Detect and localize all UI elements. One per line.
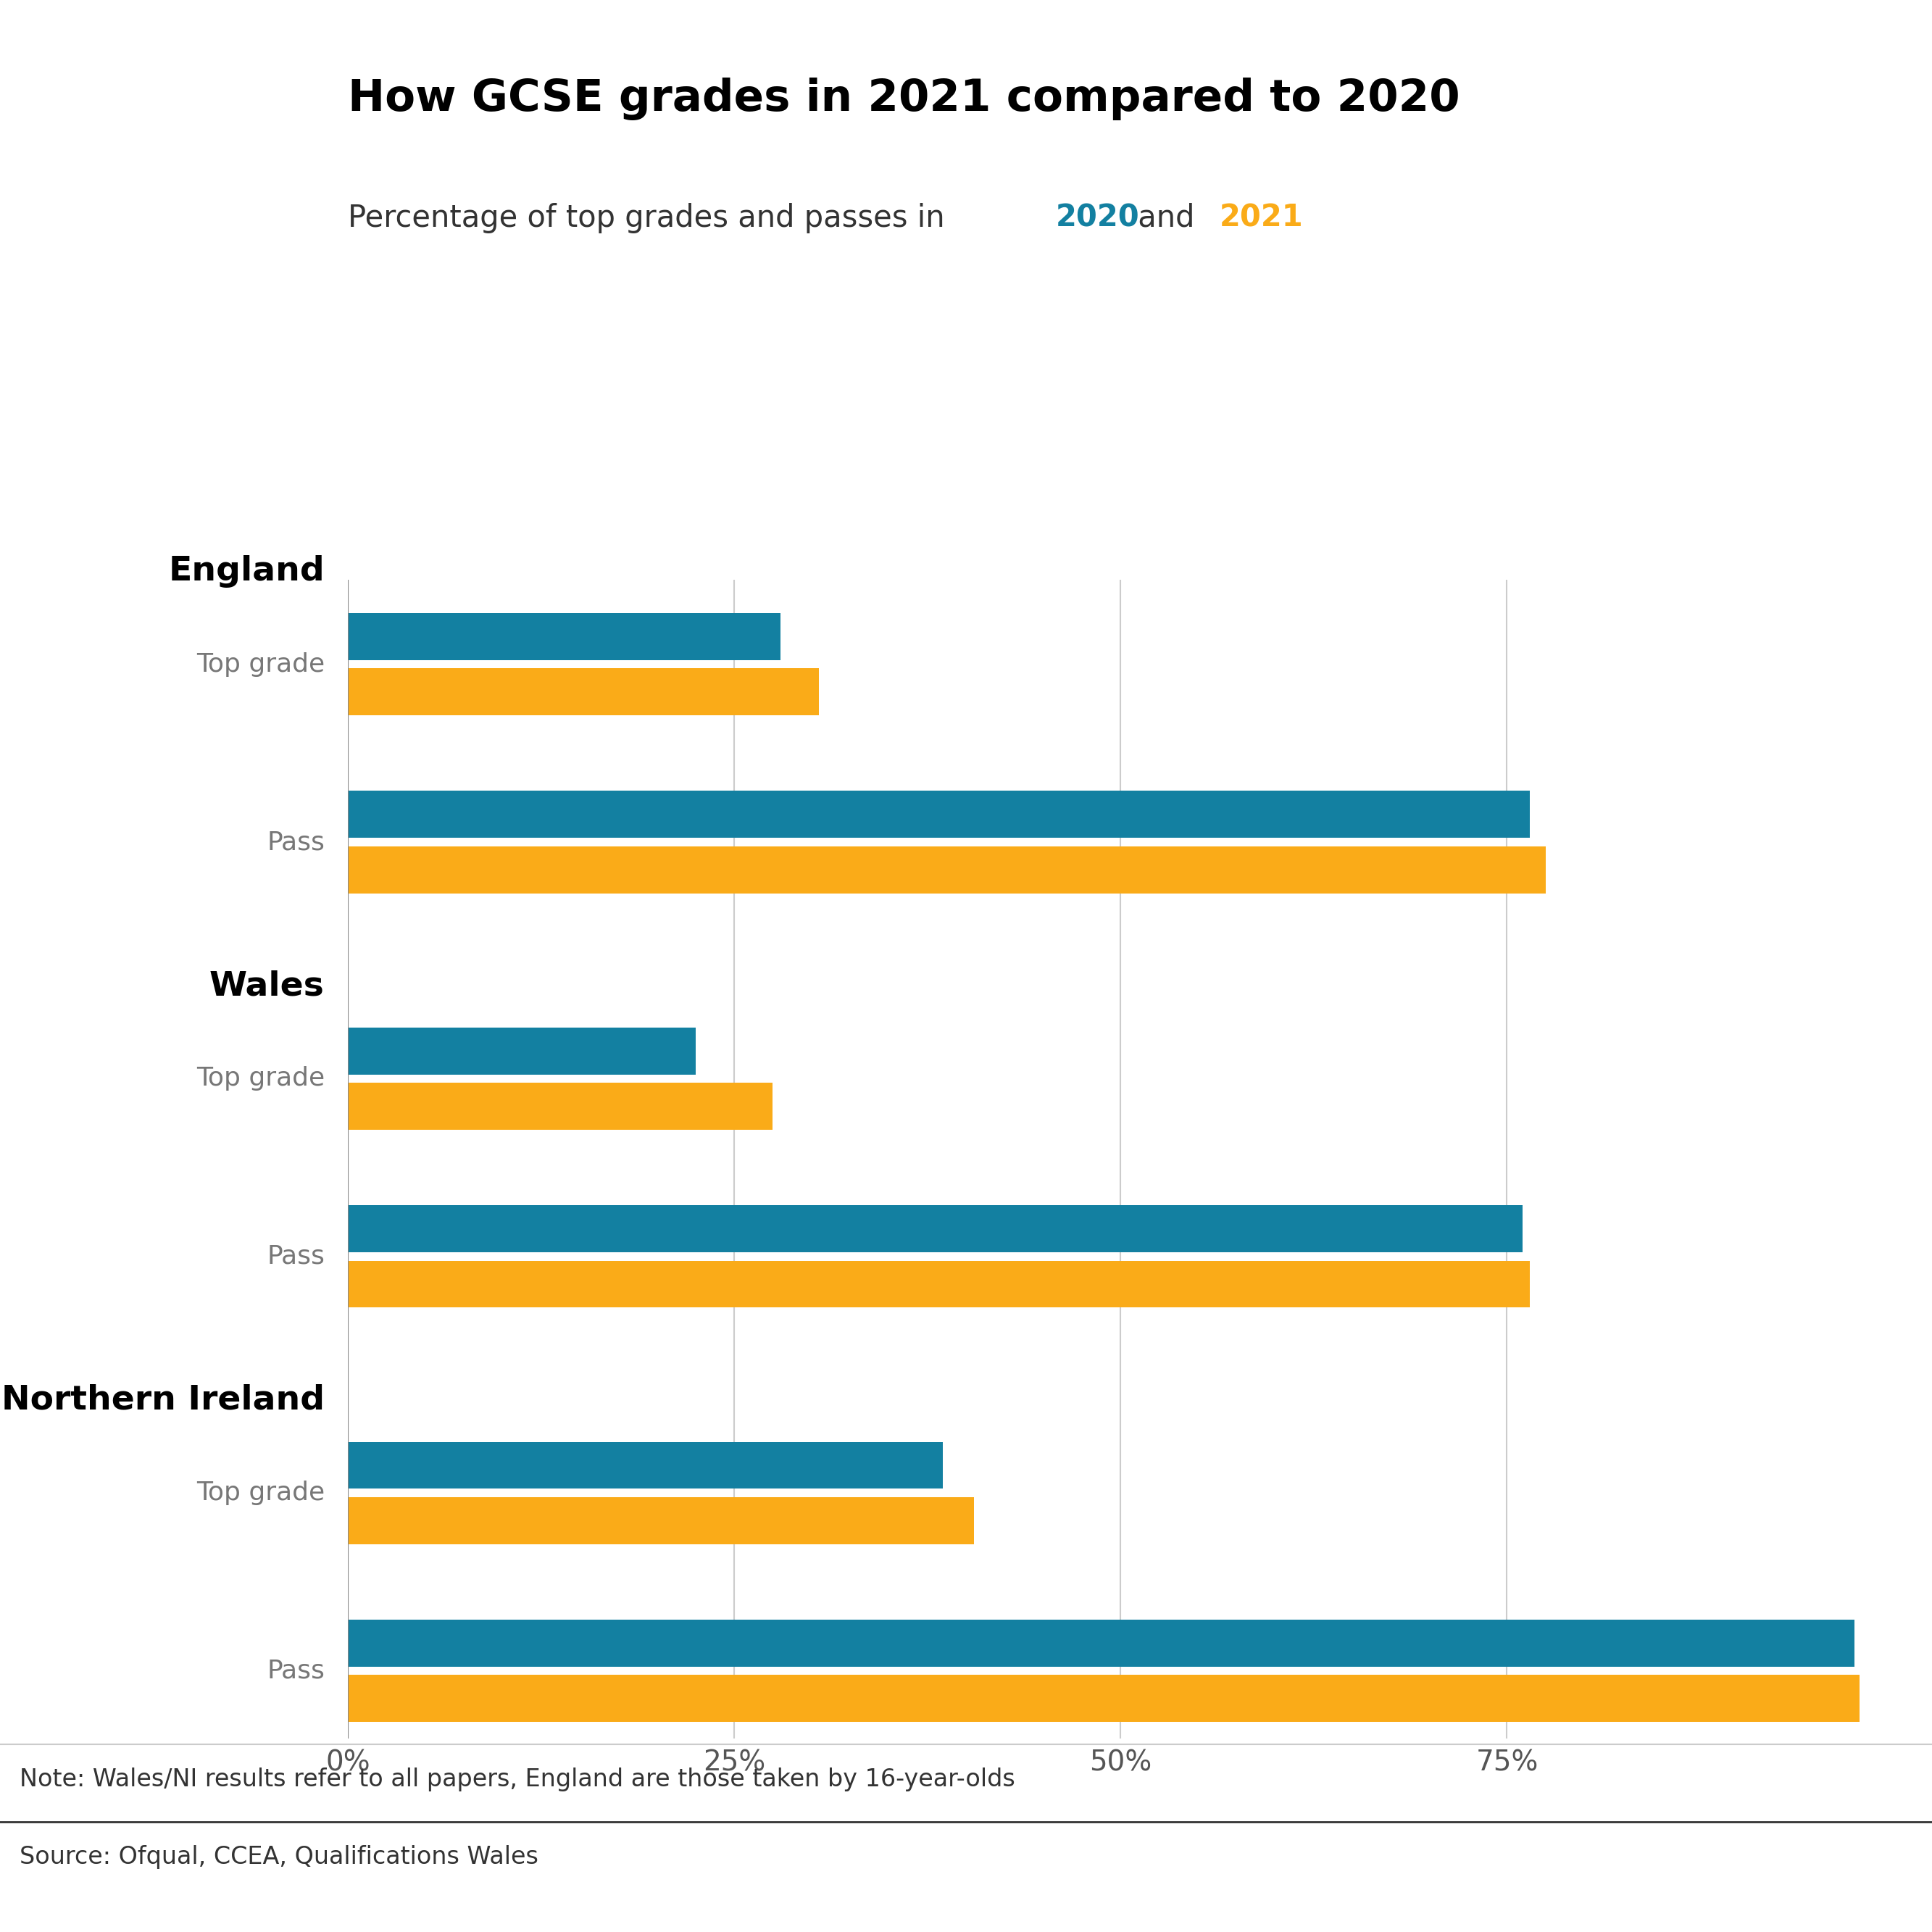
- Text: BBC: BBC: [1754, 1870, 1830, 1901]
- Text: Top grade: Top grade: [197, 1480, 325, 1505]
- Bar: [348, 668, 819, 715]
- Text: How GCSE grades in 2021 compared to 2020: How GCSE grades in 2021 compared to 2020: [348, 77, 1461, 120]
- Text: Top grade: Top grade: [197, 651, 325, 676]
- Bar: [348, 1675, 1859, 1721]
- Text: and: and: [1128, 203, 1204, 234]
- Text: Wales: Wales: [209, 970, 325, 1003]
- Text: England: England: [168, 554, 325, 587]
- Bar: [348, 1028, 696, 1074]
- Text: 2020: 2020: [1057, 203, 1140, 234]
- Bar: [348, 1441, 943, 1490]
- Text: Pass: Pass: [267, 831, 325, 854]
- Bar: [348, 1619, 1855, 1667]
- Text: Northern Ireland: Northern Ireland: [2, 1383, 325, 1416]
- Text: Top grade: Top grade: [197, 1066, 325, 1092]
- Bar: [348, 1082, 773, 1130]
- Bar: [348, 846, 1546, 893]
- Bar: [348, 1497, 974, 1544]
- Bar: [348, 612, 781, 661]
- Bar: [348, 1262, 1530, 1308]
- Text: Pass: Pass: [267, 1244, 325, 1269]
- Bar: [348, 790, 1530, 838]
- Bar: [348, 1206, 1522, 1252]
- Text: 2021: 2021: [1219, 203, 1304, 234]
- Text: Note: Wales/NI results refer to all papers, England are those taken by 16-year-o: Note: Wales/NI results refer to all pape…: [19, 1768, 1014, 1791]
- Text: Percentage of top grades and passes in: Percentage of top grades and passes in: [348, 203, 954, 234]
- Text: Source: Ofqual, CCEA, Qualifications Wales: Source: Ofqual, CCEA, Qualifications Wal…: [19, 1845, 539, 1868]
- Text: Pass: Pass: [267, 1658, 325, 1683]
